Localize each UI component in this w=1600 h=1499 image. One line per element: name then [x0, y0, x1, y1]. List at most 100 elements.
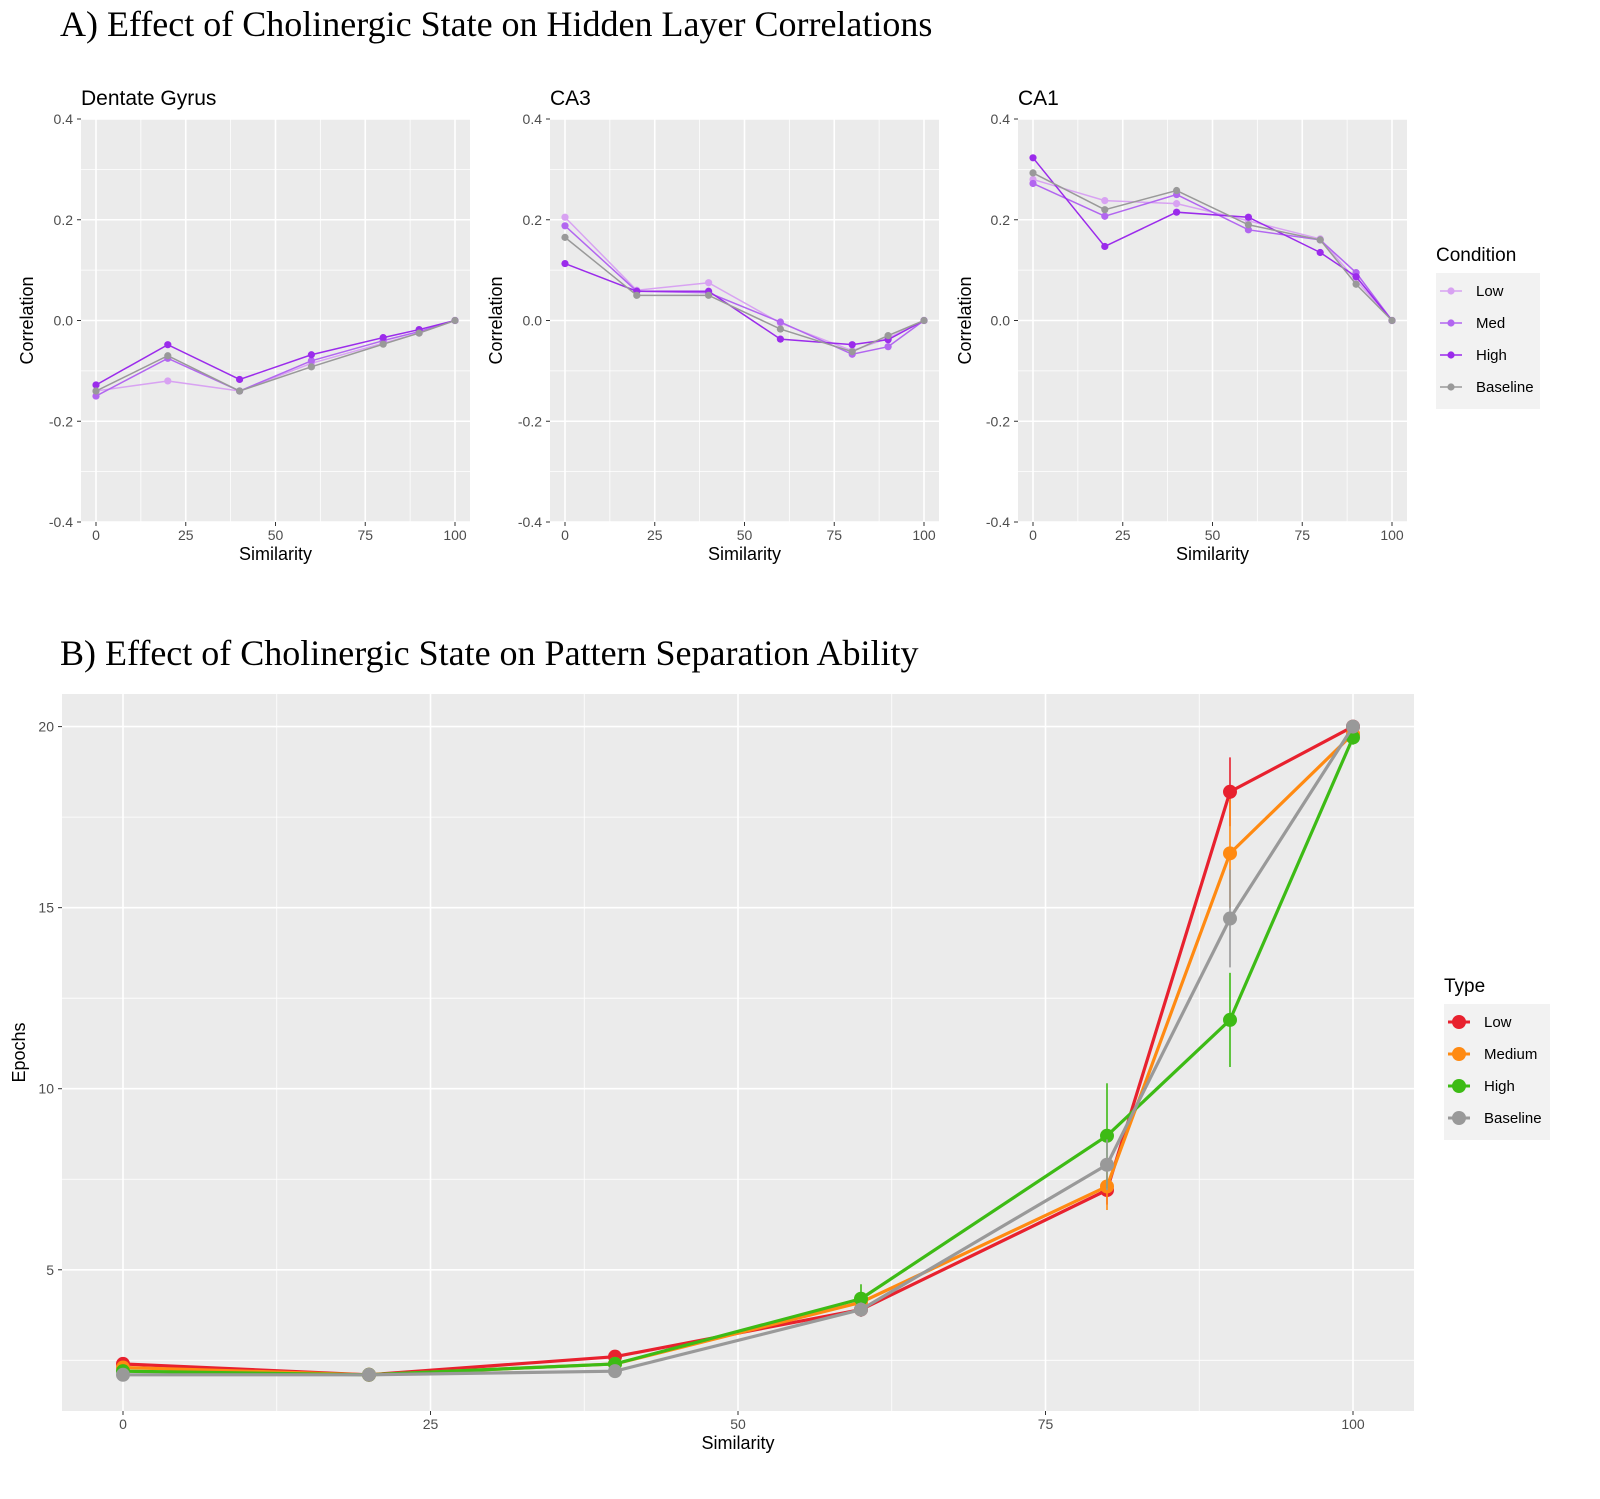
- y-tick-label: -0.4: [49, 514, 73, 530]
- x-tick-label: 0: [92, 527, 100, 543]
- x-tick-label: 25: [647, 527, 663, 543]
- x-tick-label: 75: [357, 527, 373, 543]
- y-tick-label: 0.4: [991, 111, 1011, 127]
- legend-label-baseline: Baseline: [1484, 1110, 1542, 1127]
- y-tick-label: 0.4: [523, 111, 543, 127]
- data-point: [1388, 316, 1396, 325]
- data-point: [1346, 719, 1360, 734]
- data-point: [705, 291, 713, 299]
- data-point: [1316, 248, 1324, 257]
- series-baseline: [116, 719, 1360, 1382]
- panel-a-title: A) Effect of Cholinergic State on Hidden…: [60, 4, 932, 44]
- data-point: [884, 332, 892, 340]
- x-tick-label: 75: [1294, 527, 1310, 543]
- legend-label-medium: Medium: [1484, 1046, 1537, 1063]
- y-axis-title: Correlation: [17, 276, 37, 364]
- legend-title: Condition: [1436, 245, 1516, 266]
- legend-label-med: Med: [1476, 315, 1505, 332]
- panel-title: Dentate Gyrus: [81, 87, 216, 110]
- data-point: [1100, 1157, 1114, 1172]
- series-high: [1029, 154, 1396, 325]
- data-point: [1029, 154, 1037, 162]
- panel-a-dentate-gyrus: 0 25 50 75 100 -0.4 -0.2 0.0 0.2 0.4 Similarity Cor…: [17, 87, 470, 564]
- legend-label-high: High: [1476, 347, 1507, 364]
- x-axis-title: Similarity: [701, 1433, 774, 1453]
- data-point: [1029, 179, 1037, 188]
- data-point: [561, 213, 569, 221]
- data-point: [705, 279, 713, 287]
- data-point: [776, 325, 785, 333]
- legend-label-low: Low: [1476, 283, 1504, 300]
- y-tick-label: -0.2: [518, 413, 542, 429]
- y-tick-label: 10: [38, 1081, 54, 1097]
- data-point: [362, 1367, 376, 1382]
- x-tick-label: 25: [1115, 527, 1131, 543]
- x-tick-label: 100: [443, 527, 467, 543]
- data-point: [1101, 197, 1109, 205]
- legend-label-high: High: [1484, 1078, 1515, 1095]
- panel-a-ca1: 0 25 50 75 100 -0.4 -0.2 0.0 0.2 0.4 Similarity Cor…: [955, 87, 1407, 564]
- series-baseline: [1029, 169, 1396, 325]
- data-point: [1223, 846, 1237, 861]
- panel-b-title: B) Effect of Cholinergic State on Patter…: [60, 633, 919, 673]
- legend-key-point: [1447, 383, 1455, 391]
- legend-key-point: [1447, 319, 1455, 327]
- legend-key-point: [1447, 287, 1455, 295]
- data-point: [1029, 169, 1037, 177]
- y-tick-label: 20: [38, 719, 54, 735]
- x-axis-title: Similarity: [239, 544, 312, 564]
- data-point: [854, 1302, 868, 1317]
- x-tick-label: 50: [268, 527, 284, 543]
- data-point: [1244, 213, 1252, 221]
- data-point: [307, 363, 315, 371]
- data-point: [379, 334, 387, 342]
- data-point: [561, 259, 569, 268]
- data-point: [1101, 242, 1109, 251]
- y-tick-label: -0.2: [49, 413, 73, 429]
- y-tick-label: 15: [38, 900, 54, 916]
- data-point: [608, 1364, 622, 1379]
- x-axis-title: Similarity: [1176, 544, 1249, 564]
- data-point: [1244, 221, 1252, 229]
- data-point: [92, 392, 100, 400]
- legend-key-point: [1452, 1079, 1466, 1093]
- y-tick-label: 0.0: [991, 313, 1011, 329]
- legend-type: Type Low Medium High Baseline: [1444, 976, 1550, 1140]
- data-point: [776, 335, 785, 343]
- data-point: [884, 343, 892, 351]
- y-axis-title: Correlation: [955, 276, 975, 364]
- data-point: [776, 318, 785, 326]
- data-point: [1223, 911, 1237, 926]
- data-point: [1244, 226, 1252, 234]
- x-tick-label: 100: [912, 527, 936, 543]
- data-point: [561, 233, 569, 241]
- data-point: [854, 1291, 868, 1306]
- legend-key-point: [1452, 1047, 1466, 1061]
- panel-title: CA1: [1018, 87, 1059, 110]
- y-axis-title: Epochs: [9, 1022, 29, 1082]
- x-axis-title: Similarity: [708, 544, 781, 564]
- y-tick-label: 5: [46, 1262, 54, 1278]
- data-point: [633, 291, 641, 299]
- x-tick-label: 0: [561, 527, 569, 543]
- data-point: [92, 381, 100, 389]
- series-baseline: [92, 316, 459, 395]
- data-point: [920, 316, 928, 325]
- data-point: [451, 316, 459, 325]
- data-point: [307, 351, 315, 359]
- data-point: [1101, 206, 1109, 214]
- data-point: [164, 341, 172, 349]
- data-point: [1100, 1128, 1114, 1143]
- data-point: [164, 377, 172, 385]
- legend-key-point: [1452, 1111, 1466, 1125]
- data-point: [1173, 200, 1181, 208]
- y-tick-label: 0.0: [523, 313, 543, 329]
- panel-a-ca3: 0 25 50 75 100 -0.4 -0.2 0.0 0.2 0.4 Similarity Cor…: [486, 87, 939, 564]
- data-point: [561, 222, 569, 230]
- data-point: [1173, 186, 1181, 195]
- x-tick-label: 100: [1341, 1416, 1365, 1432]
- data-point: [1223, 784, 1237, 799]
- x-tick-label: 50: [1205, 527, 1221, 543]
- x-tick-label: 25: [178, 527, 194, 543]
